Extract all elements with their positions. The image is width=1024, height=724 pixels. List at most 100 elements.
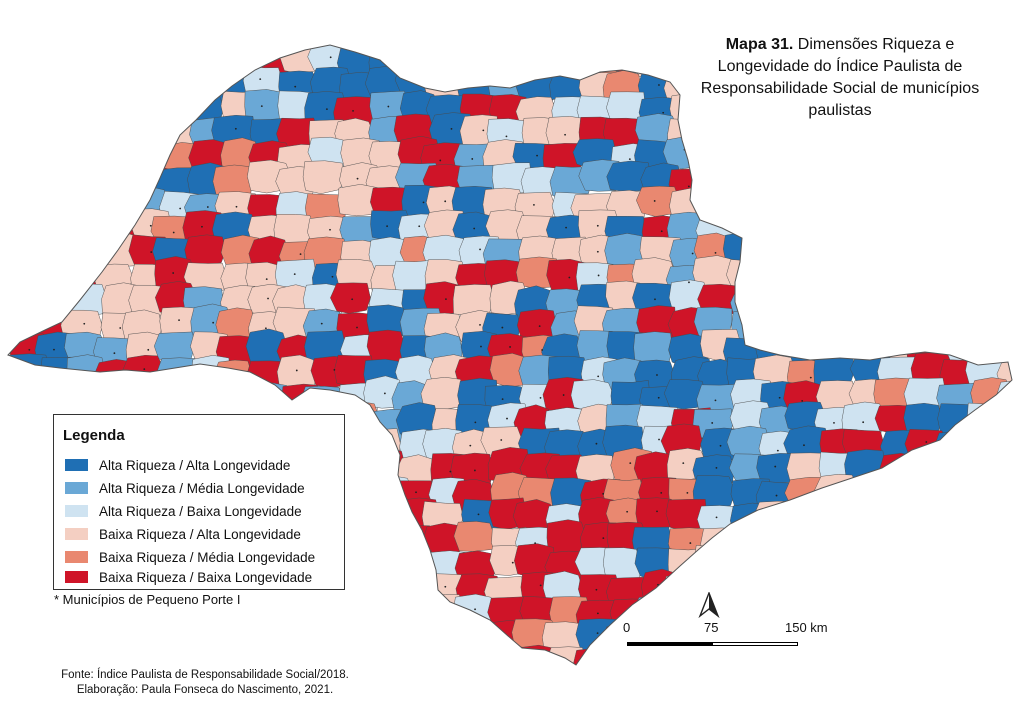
small-municipality-marker <box>23 514 26 517</box>
small-municipality-marker <box>1014 129 1016 131</box>
small-municipality-marker <box>862 421 865 424</box>
municipality-area <box>935 191 978 226</box>
small-municipality-marker <box>662 111 665 114</box>
small-municipality-marker <box>320 322 323 325</box>
small-municipality-marker <box>386 225 388 228</box>
municipality-area <box>822 142 865 174</box>
municipality-area <box>699 190 740 224</box>
municipality-area <box>300 386 344 417</box>
small-municipality-marker <box>175 131 178 134</box>
small-municipality-marker <box>301 657 304 660</box>
small-municipality-marker <box>539 584 542 587</box>
small-municipality-marker <box>479 324 481 326</box>
municipality-area <box>8 526 47 559</box>
municipality-area <box>907 501 949 532</box>
small-municipality-marker <box>863 177 865 180</box>
small-municipality-marker <box>534 542 537 545</box>
small-municipality-marker <box>501 398 504 401</box>
small-municipality-marker <box>928 226 931 229</box>
small-municipality-marker <box>989 614 992 617</box>
municipality-area <box>966 187 1008 219</box>
small-municipality-marker <box>922 204 925 207</box>
small-municipality-marker <box>629 462 632 465</box>
small-municipality-marker <box>654 685 656 687</box>
municipality-area <box>992 309 1012 346</box>
municipality-area <box>69 141 114 175</box>
municipality-area <box>131 622 175 656</box>
municipality-area <box>31 168 73 204</box>
municipality-area <box>787 119 832 153</box>
municipality-area <box>901 451 943 485</box>
municipality-area <box>94 111 139 147</box>
municipality-area <box>814 525 857 559</box>
municipality-area <box>215 619 257 655</box>
small-municipality-marker <box>477 513 480 516</box>
municipality-area <box>934 239 975 276</box>
small-municipality-marker <box>509 662 511 665</box>
municipality-area <box>963 669 1004 703</box>
small-municipality-marker <box>751 227 754 229</box>
municipality-area <box>905 165 946 203</box>
municipality-area <box>963 529 1007 561</box>
small-municipality-marker <box>329 228 331 231</box>
small-municipality-marker <box>450 127 453 130</box>
municipality-area <box>905 592 948 625</box>
municipality-area <box>39 71 80 102</box>
municipality-area <box>939 139 982 173</box>
municipality-area <box>786 138 828 175</box>
municipality-area <box>969 310 1012 345</box>
municipality-area <box>992 429 1012 463</box>
municipality-area <box>130 114 169 150</box>
municipality-area <box>812 671 855 703</box>
small-municipality-marker <box>896 128 898 130</box>
small-municipality-marker <box>54 293 57 296</box>
small-municipality-marker <box>864 519 867 521</box>
municipality-area <box>424 673 464 703</box>
municipality-area <box>995 189 1012 228</box>
small-municipality-marker <box>480 345 482 348</box>
legend-note: * Municípios de Pequeno Porte I <box>54 592 241 607</box>
municipality-area <box>8 451 45 487</box>
small-municipality-marker <box>562 394 565 396</box>
municipality-area <box>762 213 805 248</box>
small-municipality-marker <box>86 61 89 64</box>
small-municipality-marker <box>899 278 902 281</box>
municipality-area <box>96 66 138 96</box>
legend-label: Alta Riqueza / Alta Longevidade <box>99 458 291 473</box>
small-municipality-marker <box>835 300 837 303</box>
small-municipality-marker <box>747 132 749 135</box>
small-municipality-marker <box>179 65 182 68</box>
municipality-area <box>995 380 1012 414</box>
municipality-area <box>963 447 1007 483</box>
small-municipality-marker <box>113 352 116 355</box>
scale-label-150: 150 km <box>785 620 828 635</box>
small-municipality-marker <box>844 346 847 349</box>
small-municipality-marker <box>474 608 476 611</box>
municipality-area <box>364 499 404 531</box>
legend-item-baixa-alta: Baixa Riqueza / Alta Longevidade <box>65 526 301 543</box>
municipality-area <box>9 618 54 653</box>
small-municipality-marker <box>539 396 542 399</box>
municipality-area <box>36 209 77 242</box>
small-municipality-marker <box>928 156 930 159</box>
municipality-area <box>816 118 859 155</box>
legend-item-baixa-media: Baixa Riqueza / Média Longevidade <box>65 549 315 566</box>
municipality-area <box>512 668 554 701</box>
municipality-area <box>931 453 972 486</box>
small-municipality-marker <box>780 302 782 304</box>
municipality-area <box>968 261 1010 292</box>
small-municipality-marker <box>179 207 182 210</box>
small-municipality-marker <box>597 274 600 277</box>
small-municipality-marker <box>627 56 630 59</box>
small-municipality-marker <box>380 611 383 613</box>
scale-label-75: 75 <box>704 620 719 635</box>
municipality-area <box>755 258 800 291</box>
municipality-area <box>819 498 863 530</box>
small-municipality-marker <box>949 468 952 471</box>
small-municipality-marker <box>149 224 152 227</box>
municipality-area <box>332 594 372 628</box>
small-municipality-marker <box>474 421 477 424</box>
small-municipality-marker <box>719 444 722 447</box>
legend-label: Baixa Riqueza / Alta Longevidade <box>99 527 301 542</box>
small-municipality-marker <box>715 466 718 469</box>
